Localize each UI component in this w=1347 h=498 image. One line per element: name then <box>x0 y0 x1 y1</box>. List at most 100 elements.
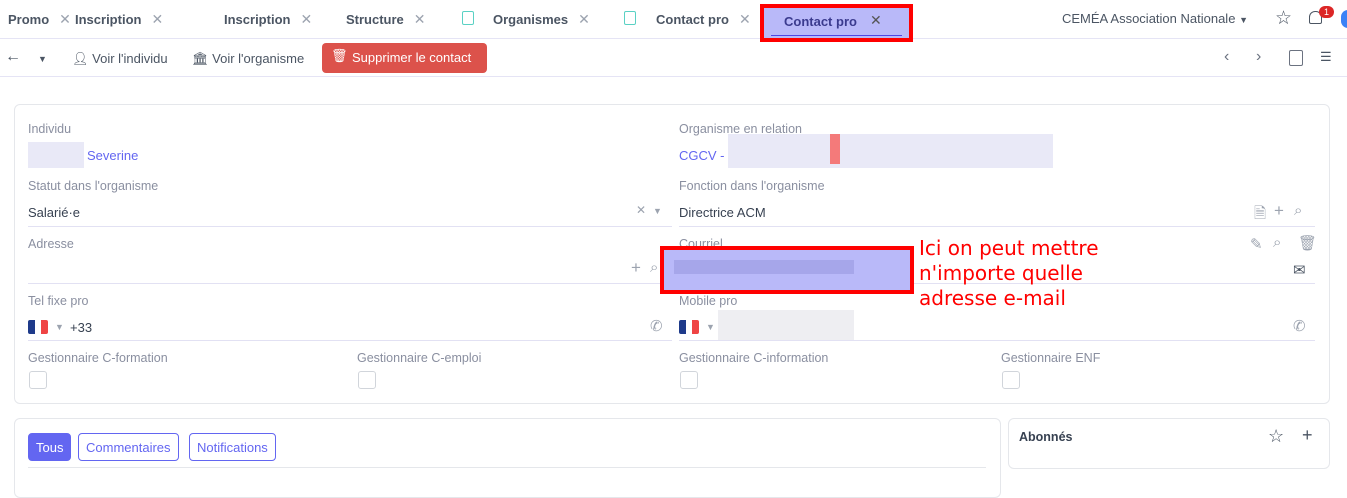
org-selector[interactable]: CEMÉA Association Nationale ▼ <box>1062 11 1248 26</box>
caret-down-icon[interactable]: ▼ <box>55 322 64 332</box>
checkbox-label: Gestionnaire C-formation <box>28 351 168 365</box>
star-icon[interactable]: ☆ <box>1275 8 1293 29</box>
tel-fixe-label: Tel fixe pro <box>28 294 89 308</box>
user-icon: 👤︎ <box>72 51 89 66</box>
org-selector-label: CEMÉA Association Nationale <box>1062 11 1236 26</box>
view-person-button[interactable]: 👤︎ Voir l'individu <box>72 51 168 67</box>
tab-label: Organismes <box>493 12 569 27</box>
organisme-label: Organisme en relation <box>679 122 802 136</box>
tab-contact-pro[interactable]: Contact pro ✕ <box>656 11 751 28</box>
divider <box>28 226 672 227</box>
statut-label: Statut dans l'organisme <box>28 179 159 193</box>
star-icon[interactable]: ☆ <box>1268 426 1285 446</box>
divider <box>28 467 986 468</box>
france-flag-icon[interactable] <box>28 320 48 334</box>
toolbar: ← ▼ 👤︎ Voir l'individu 🏛︎ Voir l'organis… <box>0 40 1347 77</box>
plus-icon[interactable]: + <box>1274 201 1284 220</box>
tel-fixe-field[interactable]: +33 <box>70 320 93 335</box>
caret-down-icon[interactable]: ▼ <box>38 54 47 64</box>
next-icon[interactable]: › <box>1256 48 1262 65</box>
statut-select[interactable]: Salarié·e <box>28 205 81 220</box>
close-icon[interactable]: ✕ <box>578 11 590 27</box>
tab-inscription-2[interactable]: Inscription ✕ <box>224 11 312 28</box>
search-icon[interactable]: ⌕ <box>1294 202 1303 219</box>
tab-contact-pro-active[interactable]: Contact pro ✕ <box>760 4 913 42</box>
close-icon[interactable]: ✕ <box>151 11 164 27</box>
gestionnaire-cemploi-checkbox[interactable] <box>358 371 376 389</box>
envelope-icon[interactable]: ✉ <box>1293 262 1306 279</box>
fonction-field[interactable]: Directrice ACM <box>679 205 766 220</box>
notification-badge: 1 <box>1319 6 1335 18</box>
avatar[interactable] <box>1341 10 1347 28</box>
tab-label: Contact pro <box>784 14 857 29</box>
caret-down-icon[interactable]: ▼ <box>706 322 715 332</box>
bookmark-icon <box>462 11 474 25</box>
phone-icon[interactable]: ✆ <box>1293 318 1306 335</box>
tab-organismes[interactable]: Organismes ✕ <box>493 11 590 28</box>
back-arrow-icon[interactable]: ← <box>5 48 21 65</box>
fonction-label: Fonction dans l'organisme <box>679 179 825 193</box>
gestionnaire-cinformation-checkbox[interactable] <box>680 371 698 389</box>
checkbox-label: Gestionnaire C-emploi <box>357 351 482 365</box>
checkbox-label: Gestionnaire ENF <box>1001 351 1101 365</box>
checkbox-label: Gestionnaire C-information <box>679 351 829 365</box>
caret-down-icon[interactable]: ▼ <box>653 206 662 216</box>
divider <box>914 283 1315 284</box>
gestionnaire-enf-checkbox[interactable] <box>1002 371 1020 389</box>
form-view-icon[interactable] <box>1289 50 1303 66</box>
tab-label: Contact pro <box>656 12 729 27</box>
organisme-link[interactable]: CGCV - <box>679 148 725 163</box>
caret-down-icon: ▼ <box>1239 15 1248 25</box>
divider <box>679 340 1315 341</box>
divider <box>679 226 1315 227</box>
delete-contact-button[interactable]: 🗑︎ Supprimer le contact <box>322 43 487 73</box>
pencil-icon[interactable]: ✎ <box>1250 236 1263 253</box>
chatter-tab-comments[interactable]: Commentaires <box>78 433 179 461</box>
tab-label: Structure <box>346 12 404 27</box>
search-icon[interactable]: ⌕ <box>1273 234 1282 251</box>
individu-label: Individu <box>28 122 72 136</box>
blurred-mobile <box>718 310 854 340</box>
close-icon[interactable]: ✕ <box>59 11 71 27</box>
tab-bar: Promo ✕ Inscription ✕ Inscription ✕ Structu… <box>0 0 1347 42</box>
clear-icon[interactable]: ✕ <box>636 203 647 217</box>
view-org-button[interactable]: 🏛︎ Voir l'organisme <box>192 51 304 67</box>
bookmark-icon <box>624 11 636 25</box>
view-person-label: Voir l'individu <box>92 51 168 66</box>
gestionnaire-cformation-checkbox[interactable] <box>29 371 47 389</box>
close-icon[interactable]: ✕ <box>300 11 313 27</box>
active-underline <box>771 35 902 36</box>
annotation-line: adresse e-mail <box>919 286 1066 310</box>
list-view-icon[interactable]: ☰ <box>1320 49 1332 64</box>
tab-inscription[interactable]: Inscription ✕ <box>75 11 163 28</box>
divider <box>28 283 672 284</box>
tab-promo[interactable]: Promo ✕ <box>8 11 71 28</box>
followers-title: Abonnés <box>1019 430 1073 444</box>
annotation-line: n'importe quelle <box>919 261 1083 285</box>
annotation-text: Ici on peut mettre n'importe quelle adress… <box>919 236 1099 311</box>
individu-link[interactable]: Severine <box>87 148 139 163</box>
close-icon[interactable]: ✕ <box>870 12 882 28</box>
plus-icon[interactable]: + <box>631 258 641 277</box>
phone-icon[interactable]: ✆ <box>650 318 663 335</box>
document-icon[interactable]: 🗎 <box>1254 205 1267 222</box>
trash-icon[interactable]: 🗑︎ <box>1298 235 1318 252</box>
chatter-tab-all[interactable]: Tous <box>28 433 72 461</box>
bank-icon: 🏛︎ <box>192 51 209 66</box>
tab-label: Promo <box>8 12 50 27</box>
blurred-name <box>28 142 84 168</box>
tab-structure[interactable]: Structure ✕ <box>346 11 426 28</box>
blurred-organisme <box>728 134 1053 168</box>
france-flag-icon[interactable] <box>679 320 699 334</box>
bell-icon[interactable] <box>1309 11 1322 24</box>
close-icon[interactable]: ✕ <box>738 11 751 27</box>
search-icon[interactable]: ⌕ <box>650 259 659 276</box>
form-card <box>14 104 1330 404</box>
plus-icon[interactable]: + <box>1302 425 1313 445</box>
chatter-tab-notifications[interactable]: Notifications <box>189 433 276 461</box>
prev-icon[interactable]: ‹ <box>1224 48 1230 65</box>
courriel-field-highlight[interactable] <box>660 246 914 294</box>
adresse-label: Adresse <box>28 237 74 251</box>
followers-card <box>1008 418 1330 469</box>
close-icon[interactable]: ✕ <box>413 11 426 27</box>
